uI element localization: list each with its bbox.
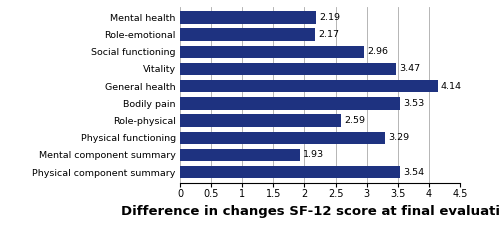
Bar bbox=[180, 166, 400, 178]
Bar bbox=[180, 28, 315, 41]
Text: 2.96: 2.96 bbox=[368, 47, 388, 56]
Text: 2.17: 2.17 bbox=[318, 30, 339, 39]
Text: 3.47: 3.47 bbox=[399, 64, 420, 73]
Text: 2.59: 2.59 bbox=[344, 116, 366, 125]
Bar bbox=[180, 63, 396, 75]
X-axis label: Difference in changes SF-12 score at final evaluation: Difference in changes SF-12 score at fin… bbox=[121, 205, 500, 218]
Bar bbox=[180, 80, 438, 92]
Bar bbox=[180, 114, 341, 127]
Text: 3.54: 3.54 bbox=[404, 168, 424, 177]
Text: 4.14: 4.14 bbox=[440, 82, 462, 91]
Text: 3.53: 3.53 bbox=[403, 99, 424, 108]
Text: 1.93: 1.93 bbox=[303, 150, 324, 160]
Bar bbox=[180, 46, 364, 58]
Text: 2.19: 2.19 bbox=[320, 13, 340, 22]
Bar bbox=[180, 149, 300, 161]
Bar bbox=[180, 97, 400, 110]
Bar bbox=[180, 132, 384, 144]
Text: 3.29: 3.29 bbox=[388, 133, 409, 142]
Bar bbox=[180, 11, 316, 24]
